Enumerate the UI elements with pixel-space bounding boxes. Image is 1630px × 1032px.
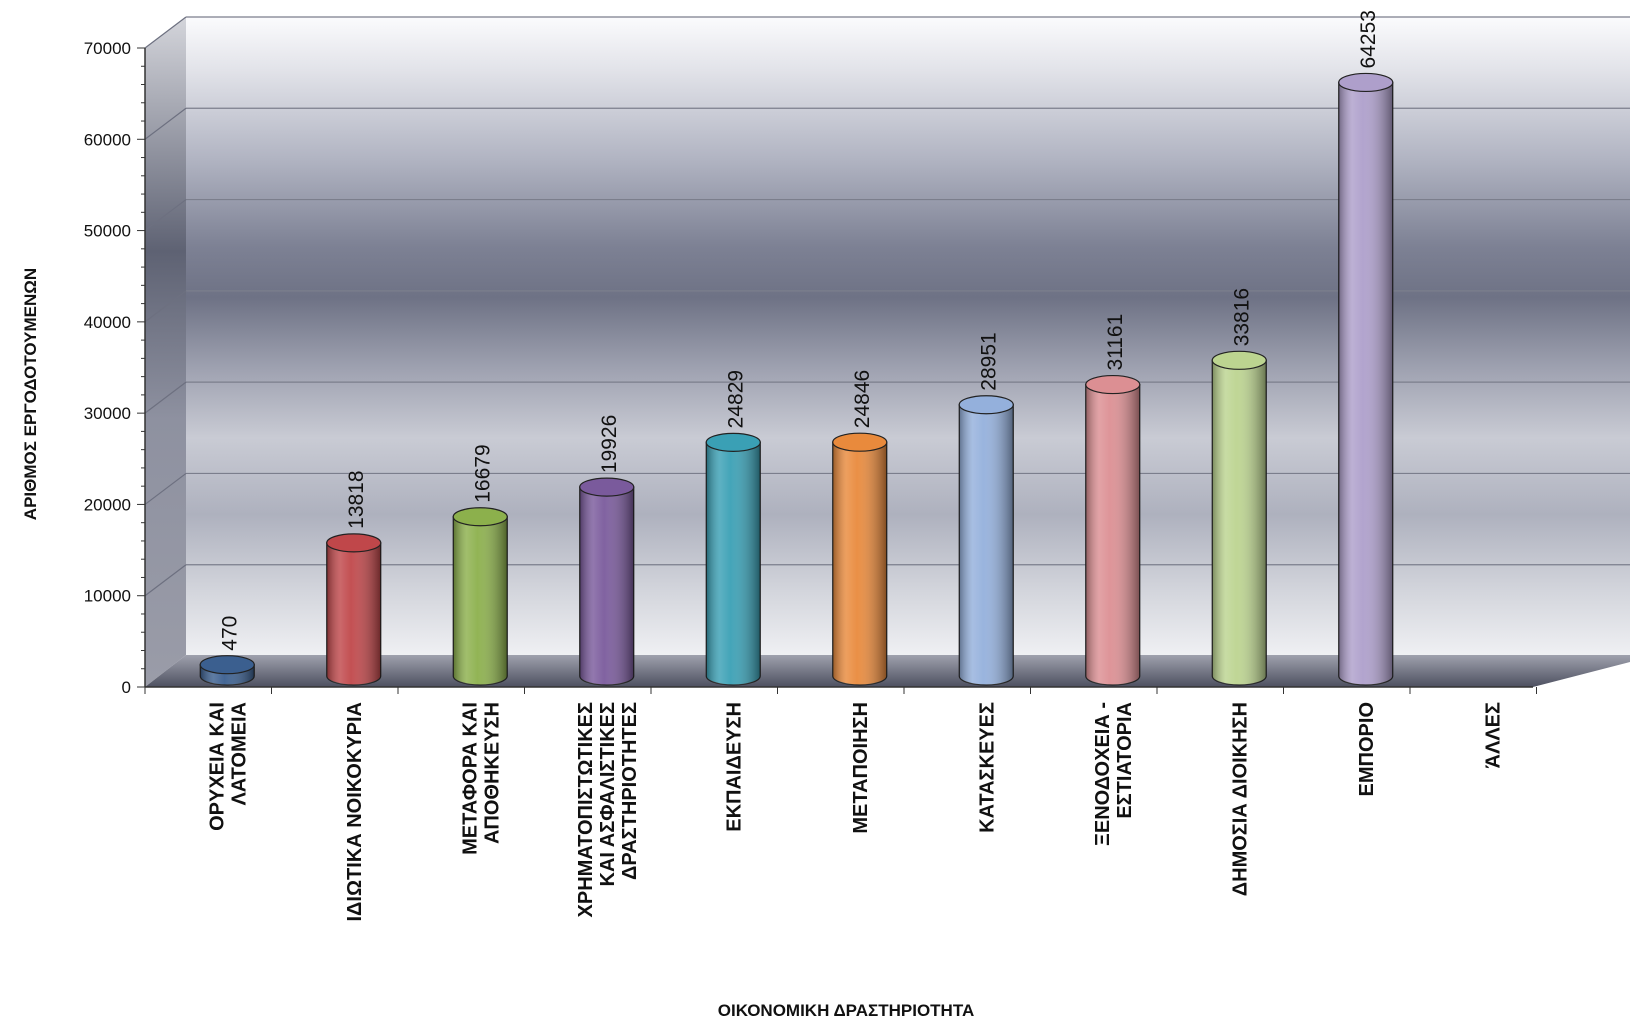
category-label-line: ΕΣΤΙΑΤΟΡΙΑ	[1114, 702, 1136, 819]
category-label: ΧΡΗΜΑΤΟΠΙΣΤΩΤΙΚΕΣΚΑΙ ΑΣΦΑΛΙΣΤΙΚΕΣΔΡΑΣΤΗΡ…	[575, 702, 641, 917]
bars	[199, 72, 1394, 686]
category-label-line: ΙΔΙΩΤΙΚΑ ΝΟΙΚΟΚΥΡΙΑ	[344, 702, 366, 922]
y-tick-label: 60000	[84, 130, 131, 149]
bar	[832, 432, 888, 686]
y-tick-label: 50000	[84, 222, 131, 241]
value-label: 28951	[977, 332, 1000, 390]
gridline-side	[144, 199, 187, 232]
x-axis-title: ΟΙΚΟΝΟΜΙΚΗ ΔΡΑΣΤΗΡΙΟΤΗΤΑ	[718, 1001, 974, 1020]
bar-top	[1085, 374, 1141, 395]
bar	[1338, 72, 1394, 686]
category-label-line: ΜΕΤΑΠΟΙΗΣΗ	[850, 702, 872, 834]
bar-shading	[959, 404, 1014, 685]
value-label: 16679	[471, 444, 494, 502]
y-tick-label: 20000	[84, 495, 131, 514]
bar-top	[579, 477, 635, 497]
bar-top	[958, 395, 1014, 415]
bar	[326, 533, 382, 686]
back-wall	[186, 17, 1630, 655]
category-label-line: ΕΜΠΟΡΙΟ	[1356, 702, 1378, 796]
category-label: ΆΛΛΕΣ	[1482, 702, 1504, 768]
bar-shading	[1212, 360, 1267, 685]
value-label: 19926	[598, 415, 621, 473]
category-label-line: ΚΑΤΑΣΚΕΥΕΣ	[976, 702, 998, 833]
bar	[958, 395, 1014, 686]
value-label: 24846	[851, 370, 874, 428]
bar-shading	[1085, 384, 1140, 685]
bar-top	[452, 507, 508, 527]
bar	[579, 477, 635, 686]
value-label: 64253	[1357, 10, 1380, 68]
value-label: 470	[218, 616, 241, 651]
y-tick-label: 70000	[84, 39, 131, 58]
gridline-side	[144, 472, 187, 505]
category-label-line: ΧΡΗΜΑΤΟΠΙΣΤΩΤΙΚΕΣ	[575, 702, 597, 917]
bar-top	[1211, 350, 1267, 370]
gridline-side	[144, 290, 187, 323]
gridline-side	[144, 381, 187, 414]
bar-shading	[453, 516, 508, 685]
y-tick-label: 10000	[84, 587, 131, 606]
category-label-line: ΑΠΟΘΗΚΕΥΣΗ	[481, 702, 503, 844]
gridline-side	[144, 16, 187, 49]
category-label: ΜΕΤΑΠΟΙΗΣΗ	[850, 702, 872, 834]
bar-top	[832, 432, 888, 452]
bar-shading	[579, 487, 634, 685]
bar	[1211, 350, 1267, 686]
bar-shading	[326, 542, 381, 685]
category-label-line: ΚΑΙ ΑΣΦΑΛΙΣΤΙΚΕΣ	[597, 702, 619, 886]
bar-shading	[1338, 82, 1393, 685]
category-label: ΕΜΠΟΡΙΟ	[1356, 702, 1378, 796]
category-label-line: ΆΛΛΕΣ	[1482, 702, 1504, 768]
category-label: ΔΗΜΟΣΙΑ ΔΙΟΙΚΗΣΗ	[1229, 702, 1251, 896]
category-label: ΕΚΠΑΙΔΕΥΣΗ	[723, 702, 745, 832]
category-label: ΚΑΤΑΣΚΕΥΕΣ	[976, 702, 998, 833]
bar-top	[1338, 72, 1394, 93]
bar-shading	[832, 442, 887, 685]
category-label: ΞΕΝΟΔΟΧΕΙΑ -ΕΣΤΙΑΤΟΡΙΑ	[1092, 702, 1136, 846]
x-axis	[144, 686, 1537, 694]
value-labels: 470 13818 16679 19926 24829 24846 28951 31161 33…	[218, 10, 1380, 651]
category-label-line: ΟΡΥΧΕΙΑ ΚΑΙ	[206, 702, 228, 831]
value-label: 33816	[1230, 288, 1253, 346]
gridline-side	[144, 564, 187, 597]
y-axis-title: ΑΡΙΘΜΟΣ ΕΡΓΟΔΟΤΟΥΜΕΝΩΝ	[21, 268, 40, 520]
category-label-line: ΕΚΠΑΙΔΕΥΣΗ	[723, 702, 745, 832]
bar-shading	[706, 442, 761, 685]
category-labels: ΟΡΥΧΕΙΑ ΚΑΙΛΑΤΟΜΕΙΑ ΙΔΙΩΤΙΚΑ ΝΟΙΚΟΚΥΡΙΑ ΜΕ…	[206, 702, 1504, 922]
bar	[452, 507, 508, 686]
category-label-line: ΜΕΤΑΦΟΡΑ ΚΑΙ	[459, 702, 481, 855]
bar	[705, 432, 761, 686]
category-label-line: ΔΡΑΣΤΗΡΙΟΤΗΤΕΣ	[619, 702, 641, 880]
bar-top	[199, 655, 255, 675]
gridline-side	[144, 107, 187, 140]
bar-top	[326, 533, 382, 553]
value-label: 31161	[1104, 314, 1127, 371]
bar	[1085, 374, 1141, 686]
y-axis: 0 10000 20000 30000 40000 50000 60000 70000	[84, 39, 146, 697]
category-label: ΟΡΥΧΕΙΑ ΚΑΙΛΑΤΟΜΕΙΑ	[206, 702, 250, 831]
y-tick-label: 30000	[84, 404, 131, 423]
value-label: 24829	[724, 370, 747, 428]
bar-top	[705, 432, 761, 452]
y-tick-label: 0	[122, 678, 131, 697]
category-label: ΙΔΙΩΤΙΚΑ ΝΟΙΚΟΚΥΡΙΑ	[344, 702, 366, 922]
category-label-line: ΛΑΤΟΜΕΙΑ	[228, 702, 250, 806]
category-label: ΜΕΤΑΦΟΡΑ ΚΑΙΑΠΟΘΗΚΕΥΣΗ	[459, 702, 503, 855]
bar	[199, 655, 255, 686]
category-label-line: ΔΗΜΟΣΙΑ ΔΙΟΙΚΗΣΗ	[1229, 702, 1251, 896]
side-wall	[145, 17, 186, 687]
y-tick-label: 40000	[84, 313, 131, 332]
category-label-line: ΞΕΝΟΔΟΧΕΙΑ -	[1092, 702, 1114, 846]
value-label: 13818	[345, 470, 368, 528]
